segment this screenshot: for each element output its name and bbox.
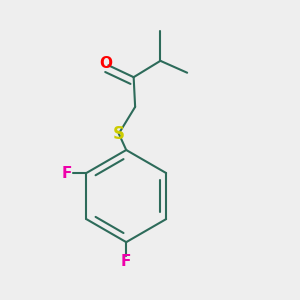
- Text: O: O: [99, 56, 112, 71]
- Text: F: F: [62, 166, 72, 181]
- Text: F: F: [121, 254, 131, 269]
- Text: S: S: [113, 125, 125, 143]
